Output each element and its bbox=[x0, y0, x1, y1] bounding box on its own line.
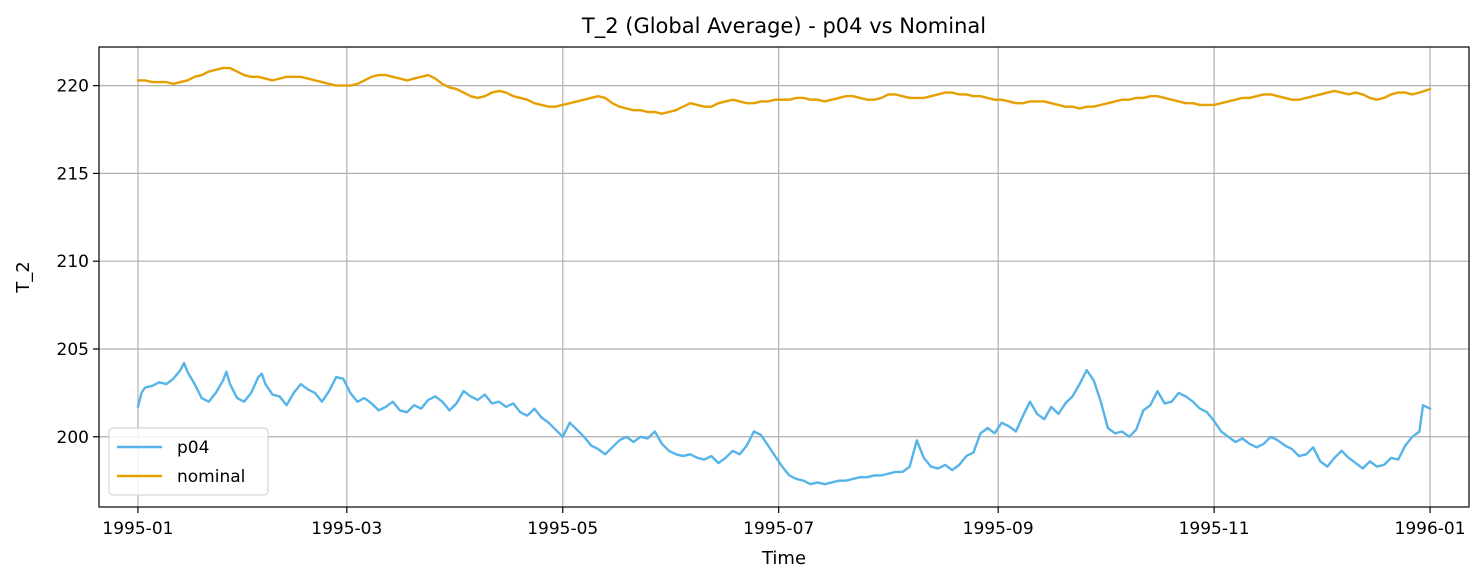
legend-box bbox=[108, 427, 269, 496]
y-tick-label: 220 bbox=[57, 77, 89, 97]
y-tick-label: 200 bbox=[57, 428, 89, 448]
series-line-nominal bbox=[136, 66, 1432, 115]
x-tick-label: 1995-01 bbox=[102, 519, 173, 539]
x-tick-label: 1995-05 bbox=[527, 519, 598, 539]
x-tick-label: 1995-11 bbox=[1179, 519, 1250, 539]
x-axis-title: Time bbox=[761, 548, 806, 569]
x-axis: 1995-01 1995-03 1995-05 1995-07 1995-09 1995-… bbox=[102, 507, 1466, 539]
x-tick-label: 1995-07 bbox=[743, 519, 814, 539]
plot-frame bbox=[98, 46, 1470, 508]
legend-label-nominal: nominal bbox=[177, 467, 245, 487]
y-tick-label: 210 bbox=[57, 252, 89, 272]
y-tick-label: 205 bbox=[57, 340, 89, 360]
x-tick-label: 1995-09 bbox=[963, 519, 1034, 539]
legend: p04 nominal bbox=[108, 427, 269, 496]
legend-label-p04: p04 bbox=[177, 438, 209, 458]
series-line-p04 bbox=[136, 361, 1432, 486]
chart-title: T_2 (Global Average) - p04 vs Nominal bbox=[581, 14, 986, 39]
y-axis-title: T_2 bbox=[13, 261, 34, 293]
x-tick-label: 1995-03 bbox=[311, 519, 382, 539]
series-layer bbox=[136, 66, 1432, 486]
grid bbox=[99, 47, 1469, 507]
y-tick-label: 215 bbox=[57, 164, 89, 184]
x-tick-label: 1996-01 bbox=[1395, 519, 1466, 539]
y-axis: 200 205 210 215 220 bbox=[57, 77, 99, 448]
